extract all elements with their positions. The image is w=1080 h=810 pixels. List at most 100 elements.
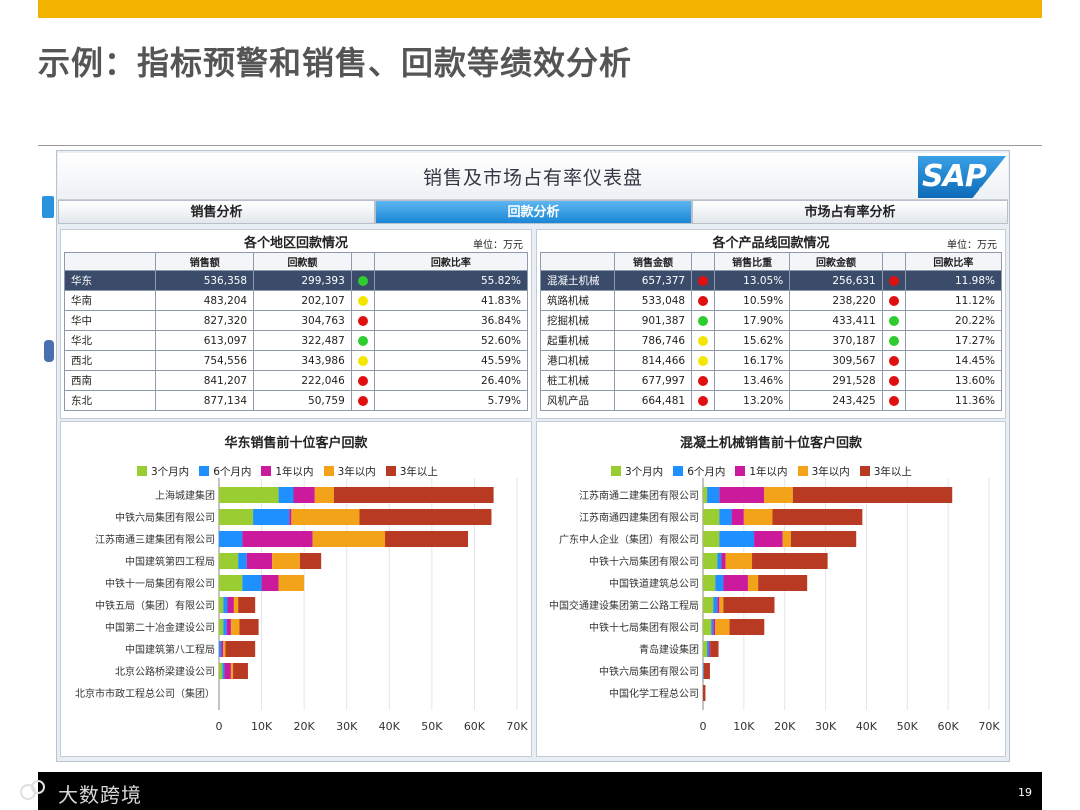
table-row[interactable]: 混凝土机械 657,377 13.05% 256,631 11.98% bbox=[540, 270, 1003, 291]
bar-segment[interactable] bbox=[703, 663, 704, 679]
bar-segment[interactable] bbox=[790, 531, 857, 547]
legend-item[interactable]: 3年以内 bbox=[323, 466, 376, 478]
bar-segment[interactable] bbox=[238, 597, 256, 613]
bar-segment[interactable] bbox=[703, 641, 708, 657]
table-row[interactable]: 筑路机械 533,048 10.59% 238,220 11.12% bbox=[540, 290, 1003, 311]
bar-segment[interactable] bbox=[289, 509, 292, 525]
bar-segment[interactable] bbox=[238, 553, 247, 569]
bar-segment[interactable] bbox=[222, 663, 225, 679]
tab-sales-analysis[interactable]: 销售分析 bbox=[58, 200, 375, 224]
bar-segment[interactable] bbox=[703, 597, 714, 613]
bar-segment[interactable] bbox=[242, 575, 262, 591]
bar-segment[interactable] bbox=[233, 597, 239, 613]
bar-segment[interactable] bbox=[713, 597, 718, 613]
bar-segment[interactable] bbox=[743, 509, 773, 525]
bar-segment[interactable] bbox=[219, 531, 243, 547]
bar-segment[interactable] bbox=[219, 663, 223, 679]
tab-collection-analysis[interactable]: 回款分析 bbox=[375, 200, 692, 224]
bar-segment[interactable] bbox=[754, 531, 783, 547]
bar-segment[interactable] bbox=[233, 663, 248, 679]
bar-segment[interactable] bbox=[253, 509, 290, 525]
table-row[interactable]: 华南 483,204 202,107 41.83% bbox=[63, 290, 529, 311]
table-row[interactable]: 华东 536,358 299,393 55.82% bbox=[63, 270, 529, 291]
legend-item[interactable]: 3年以内 bbox=[797, 466, 850, 478]
table-row[interactable]: 西南 841,207 222,046 26.40% bbox=[63, 370, 529, 391]
legend-item[interactable]: 3个月内 bbox=[137, 466, 189, 478]
bar-segment[interactable] bbox=[219, 487, 279, 503]
bar-segment[interactable] bbox=[219, 619, 224, 635]
table-row[interactable]: 东北 877,134 50,759 5.79% bbox=[63, 390, 529, 411]
legend-item[interactable]: 1年以内 bbox=[735, 466, 788, 478]
bar-segment[interactable] bbox=[293, 487, 315, 503]
bar-segment[interactable] bbox=[711, 619, 714, 635]
bar-segment[interactable] bbox=[707, 641, 710, 657]
bar-segment[interactable] bbox=[246, 553, 273, 569]
bar-segment[interactable] bbox=[230, 663, 234, 679]
bar-segment[interactable] bbox=[333, 487, 494, 503]
legend-item[interactable]: 3个月内 bbox=[611, 466, 663, 478]
bar-segment[interactable] bbox=[719, 531, 755, 547]
table-row[interactable]: 风机产品 664,481 13.20% 243,425 11.36% bbox=[540, 390, 1003, 411]
legend-item[interactable]: 6个月内 bbox=[199, 466, 251, 478]
bar-segment[interactable] bbox=[223, 597, 228, 613]
bar-segment[interactable] bbox=[719, 509, 732, 525]
legend-item[interactable]: 6个月内 bbox=[673, 466, 725, 478]
bar-segment[interactable] bbox=[261, 575, 279, 591]
bar-segment[interactable] bbox=[291, 509, 360, 525]
legend-item[interactable]: 1年以内 bbox=[261, 466, 314, 478]
bar-segment[interactable] bbox=[219, 509, 254, 525]
bar-segment[interactable] bbox=[709, 641, 711, 657]
bar-segment[interactable] bbox=[299, 553, 322, 569]
bar-segment[interactable] bbox=[703, 509, 720, 525]
bar-segment[interactable] bbox=[223, 641, 226, 657]
bar-segment[interactable] bbox=[717, 553, 722, 569]
bar-segment[interactable] bbox=[227, 597, 234, 613]
table-row[interactable]: 港口机械 814,466 16.17% 309,567 14.45% bbox=[540, 350, 1003, 371]
bar-segment[interactable] bbox=[723, 575, 748, 591]
bar-segment[interactable] bbox=[703, 663, 710, 679]
bar-segment[interactable] bbox=[723, 597, 775, 613]
table-row[interactable]: 挖掘机械 901,387 17.90% 433,411 20.22% bbox=[540, 310, 1003, 331]
tab-market-share-analysis[interactable]: 市场占有率分析 bbox=[692, 200, 1008, 224]
bar-segment[interactable] bbox=[752, 553, 828, 569]
bar-segment[interactable] bbox=[219, 553, 239, 569]
bar-segment[interactable] bbox=[359, 509, 492, 525]
bar-segment[interactable] bbox=[747, 575, 759, 591]
bar-segment[interactable] bbox=[713, 619, 716, 635]
bar-segment[interactable] bbox=[729, 619, 765, 635]
bar-segment[interactable] bbox=[239, 619, 259, 635]
table-row[interactable]: 起重机械 786,746 15.62% 370,187 17.27% bbox=[540, 330, 1003, 351]
bar-segment[interactable] bbox=[221, 641, 224, 657]
bar-segment[interactable] bbox=[703, 685, 706, 701]
legend-item[interactable]: 3年以上 bbox=[859, 466, 912, 478]
bar-segment[interactable] bbox=[715, 575, 724, 591]
bar-segment[interactable] bbox=[703, 553, 718, 569]
bar-segment[interactable] bbox=[314, 487, 334, 503]
bar-segment[interactable] bbox=[242, 531, 313, 547]
table-row[interactable]: 西北 754,556 343,986 45.59% bbox=[63, 350, 529, 371]
bar-segment[interactable] bbox=[772, 509, 863, 525]
bar-segment[interactable] bbox=[223, 619, 227, 635]
bar-segment[interactable] bbox=[278, 575, 305, 591]
bar-segment[interactable] bbox=[792, 487, 953, 503]
bar-segment[interactable] bbox=[278, 487, 294, 503]
bar-segment[interactable] bbox=[219, 641, 222, 657]
bar-segment[interactable] bbox=[717, 597, 720, 613]
legend-item[interactable]: 3年以上 bbox=[385, 466, 438, 478]
bar-segment[interactable] bbox=[764, 487, 793, 503]
left-window-tab[interactable] bbox=[42, 196, 54, 218]
bar-segment[interactable] bbox=[385, 531, 469, 547]
table-row[interactable]: 桩工机械 677,997 13.46% 291,528 13.60% bbox=[540, 370, 1003, 391]
bar-segment[interactable] bbox=[707, 487, 720, 503]
bar-segment[interactable] bbox=[224, 663, 231, 679]
bar-segment[interactable] bbox=[758, 575, 808, 591]
bar-segment[interactable] bbox=[703, 531, 720, 547]
bar-segment[interactable] bbox=[230, 619, 240, 635]
table-row[interactable]: 华中 827,320 304,763 36.84% bbox=[63, 310, 529, 331]
bar-segment[interactable] bbox=[710, 641, 719, 657]
bar-segment[interactable] bbox=[731, 509, 744, 525]
bar-segment[interactable] bbox=[703, 487, 708, 503]
bar-segment[interactable] bbox=[715, 619, 730, 635]
bar-segment[interactable] bbox=[721, 553, 726, 569]
bar-segment[interactable] bbox=[719, 487, 765, 503]
